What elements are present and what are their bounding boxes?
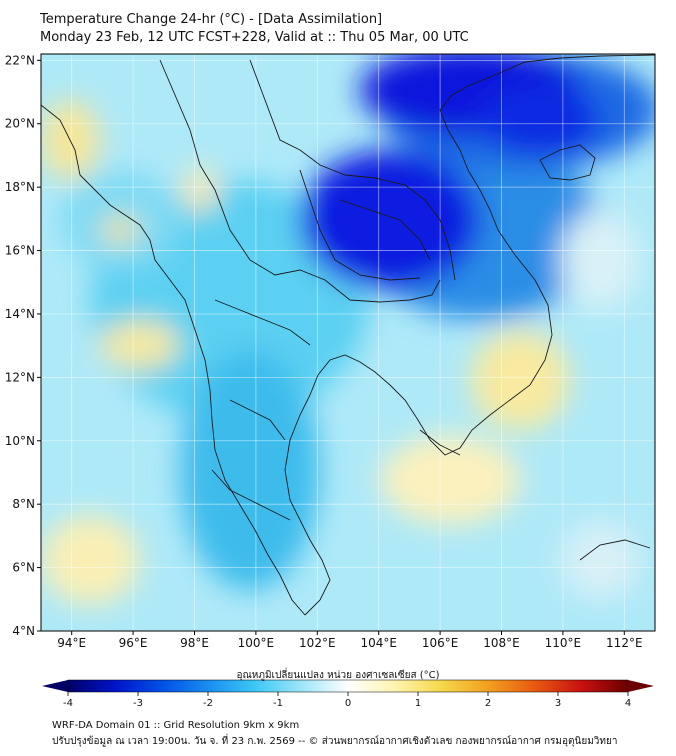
colorbar: -4 -3 -2 -1 0 1 2 3 4 — [42, 679, 654, 709]
temperature-field — [41, 54, 655, 631]
map-frame — [40, 53, 656, 632]
graticule — [41, 54, 655, 631]
latitude-axis: 22°N 20°N 18°N 16°N 14°N 12°N 10°N 8°N 6°N 4°N — [5, 53, 41, 638]
lat-tick-label: 6°N — [12, 561, 35, 575]
footer-model-info: WRF-DA Domain 01 :: Grid Resolution 9km … — [52, 720, 300, 731]
colorbar-tick-label: -1 — [273, 698, 283, 709]
lon-tick-label: 94°E — [57, 636, 86, 650]
colorbar-max-arrow — [628, 680, 654, 692]
lat-tick-label: 10°N — [5, 434, 35, 448]
colorbar-title: อุณหภูมิเปลี่ยนแปลง หน่วย องศาเซลเซียส (… — [236, 670, 440, 681]
colorbar-tick-label: -3 — [133, 698, 143, 709]
longitude-axis: 94°E 96°E 98°E 100°E 102°E 104°E 106°E 108°E 110… — [57, 631, 643, 650]
colorbar-tick-label: -2 — [203, 698, 213, 709]
colorbar-tick-label: 4 — [625, 698, 631, 709]
lat-tick-label: 22°N — [5, 53, 35, 67]
lat-tick-label: 18°N — [5, 180, 35, 194]
lat-tick-label: 4°N — [12, 624, 35, 638]
colorbar-tick-label: -4 — [63, 698, 73, 709]
lon-tick-label: 110°E — [545, 636, 582, 650]
colorbar-tick-label: 2 — [485, 698, 491, 709]
lon-tick-label: 102°E — [299, 636, 336, 650]
lat-tick-label: 12°N — [5, 370, 35, 384]
colorbar-tick-label: 3 — [555, 698, 561, 709]
lat-tick-label: 8°N — [12, 497, 35, 511]
lon-tick-label: 96°E — [119, 636, 148, 650]
colorbar-min-arrow — [42, 680, 68, 692]
lon-tick-label: 112°E — [606, 636, 643, 650]
footer-credit: ปรับปรุงข้อมูล ณ เวลา 19:00น. วัน จ. ที่… — [52, 736, 618, 747]
lat-tick-label: 20°N — [5, 117, 35, 131]
colorbar-tick-label: 1 — [415, 698, 421, 709]
lon-tick-label: 106°E — [422, 636, 459, 650]
map-title: Temperature Change 24-hr (°C) - [Data As… — [40, 12, 383, 27]
lat-tick-label: 16°N — [5, 244, 35, 258]
map-subtitle: Monday 23 Feb, 12 UTC FCST+228, Valid at… — [40, 30, 469, 45]
coastline-borders — [41, 54, 655, 616]
lat-tick-label: 14°N — [5, 307, 35, 321]
lon-tick-label: 98°E — [180, 636, 209, 650]
lon-tick-label: 108°E — [483, 636, 520, 650]
lon-tick-label: 104°E — [360, 636, 397, 650]
lon-tick-label: 100°E — [238, 636, 275, 650]
colorbar-tick-label: 0 — [345, 698, 351, 709]
